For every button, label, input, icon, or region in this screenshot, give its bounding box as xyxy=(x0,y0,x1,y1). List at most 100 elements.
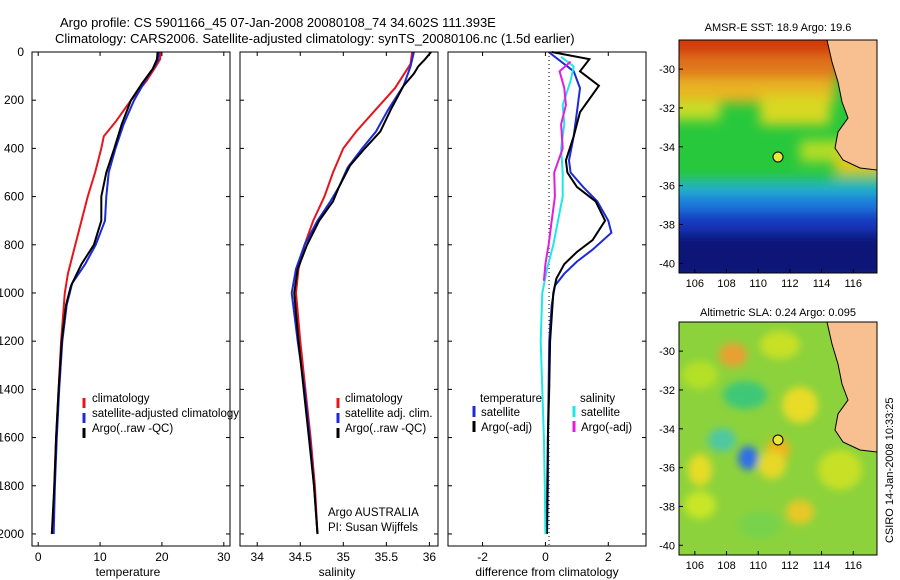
depth-tick-label: 1400 xyxy=(0,382,24,396)
legend-climatology: climatology xyxy=(92,393,150,405)
sla-map-title: Altimetric SLA: 0.24 Argo: 0.095 xyxy=(700,307,856,319)
sst-map-frame xyxy=(678,39,878,274)
map-x-tick-label: 116 xyxy=(844,278,862,290)
map-y-tick-label: -32 xyxy=(659,385,675,397)
salinity-panel: 34 34.5 35 35.5 36 salinity climatology sate… xyxy=(239,51,439,579)
map-y-tick-label: -36 xyxy=(659,181,675,193)
x-tick-label: 0 xyxy=(542,550,549,564)
salinity-legend: climatology satellite adj. clim. Argo(..… xyxy=(336,393,433,438)
depth-tick-label: 1800 xyxy=(0,479,24,493)
x-tick-label: 0 xyxy=(35,550,42,564)
map-y-tick-label: -32 xyxy=(659,103,675,115)
temperature-lines xyxy=(50,51,162,535)
map-y-tick-label: -40 xyxy=(659,540,675,552)
legend-header-temperature: temperature xyxy=(480,393,542,405)
map-y-tick-label: -30 xyxy=(659,64,675,76)
depth-tick-label: 800 xyxy=(4,238,24,252)
depth-tick-label: 0 xyxy=(17,45,24,59)
legend-sal-climatology: climatology xyxy=(345,393,403,405)
sst-field xyxy=(679,40,877,273)
sla-ticks: 106 108 110 112 114 116 -30 -32 -34 -36 -38 -40 xyxy=(659,346,862,572)
map-y-tick-label: -34 xyxy=(659,424,675,436)
depth-tick-label: 1600 xyxy=(0,431,24,445)
sst-argo-marker xyxy=(772,151,784,163)
argo-australia-label: Argo AUSTRALIA xyxy=(328,507,419,519)
map-x-tick-label: 106 xyxy=(686,278,704,290)
x-tick-label: 20 xyxy=(155,550,169,564)
temperature-panel: 0 10 20 30 0 200 400 600 800 1000 1200 1400 1600 180… xyxy=(0,45,239,579)
map-x-tick-label: 106 xyxy=(686,560,704,572)
header-line-2: Climatology: CARS2006. Satellite-adjuste… xyxy=(55,31,575,46)
map-x-tick-label: 110 xyxy=(749,278,767,290)
legend-temp-argo: Argo(-adj) xyxy=(481,422,532,434)
legend-temp-satellite: satellite xyxy=(481,407,520,419)
x-tick-label: 2 xyxy=(605,550,612,564)
map-x-tick-label: 112 xyxy=(781,560,799,572)
map-x-tick-label: 108 xyxy=(717,560,735,572)
map-x-tick-label: 110 xyxy=(749,560,767,572)
x-tick-label: 36 xyxy=(423,550,437,564)
x-tick-label: 34 xyxy=(251,550,265,564)
x-tick-label: 30 xyxy=(217,550,231,564)
map-y-tick-label: -34 xyxy=(659,142,675,154)
map-y-tick-label: -38 xyxy=(659,501,675,513)
sst-land xyxy=(826,40,877,171)
map-y-tick-label: -30 xyxy=(659,346,675,358)
legend-header-salinity: salinity xyxy=(580,393,615,405)
series-line-p3-0 xyxy=(546,51,613,535)
difference-legend: temperature salinity satellite Argo(-adj… xyxy=(472,393,632,434)
map-x-tick-label: 112 xyxy=(781,278,799,290)
x-tick-label: 35 xyxy=(337,550,351,564)
sla-map: Altimetric SLA: 0.24 Argo: 0.095 xyxy=(659,307,878,572)
sst-map: AMSR-E SST: 18.9 Argo: 19.6 106 108 110 112… xyxy=(659,22,878,290)
series-line-p2-0 xyxy=(294,51,414,535)
temperature-ticks: 0 10 20 30 xyxy=(32,51,231,564)
sst-map-title: AMSR-E SST: 18.9 Argo: 19.6 xyxy=(705,22,852,34)
sst-ticks: 106 108 110 112 114 116 -30 -32 -34 -36 -38 -40 xyxy=(659,64,862,290)
series-line-p3-1 xyxy=(546,51,607,535)
temperature-legend: climatology satellite-adjusted climatolo… xyxy=(82,393,239,438)
map-x-tick-label: 108 xyxy=(717,278,735,290)
x-tick-label: -2 xyxy=(477,550,488,564)
depth-tick-label: 1200 xyxy=(0,334,24,348)
sla-argo-marker xyxy=(772,434,784,446)
series-line-p1-2 xyxy=(50,51,159,535)
legend-sal-argo-diff: Argo(-adj) xyxy=(581,422,632,434)
map-x-tick-label: 114 xyxy=(813,560,831,572)
depth-tick-label: 1000 xyxy=(0,286,24,300)
x-tick-label: 10 xyxy=(93,550,107,564)
header-line-1: Argo profile: CS 5901166_45 07-Jan-2008 … xyxy=(60,15,496,30)
difference-xlabel: difference from climatology xyxy=(475,565,618,579)
temperature-xlabel: temperature xyxy=(96,565,161,579)
series-line-p2-1 xyxy=(290,51,415,535)
map-y-tick-label: -36 xyxy=(659,463,675,475)
depth-tick-label: 600 xyxy=(4,190,24,204)
difference-panel: -2 0 2 difference from climatology tempera… xyxy=(447,51,647,579)
legend-sal-satellite: satellite adj. clim. xyxy=(345,408,433,420)
difference-lines xyxy=(539,51,613,535)
depth-tick-label: 200 xyxy=(4,93,24,107)
legend-argo-raw: Argo(..raw -QC) xyxy=(92,423,173,435)
x-tick-label: 35.5 xyxy=(375,550,399,564)
x-tick-label: 34.5 xyxy=(289,550,313,564)
legend-satellite-adjusted: satellite-adjusted climatology xyxy=(92,408,239,420)
difference-ticks: -2 0 2 xyxy=(448,51,646,564)
legend-sal-satellite-diff: satellite xyxy=(581,407,620,419)
series-line-p3-3 xyxy=(542,60,572,281)
depth-ticks: 0 200 400 600 800 1000 1200 1400 1600 1800 2000 xyxy=(0,45,24,541)
series-line-p3-2 xyxy=(539,56,575,535)
map-y-tick-label: -38 xyxy=(659,219,675,231)
salinity-ticks: 34 34.5 35 35.5 36 xyxy=(240,51,438,564)
sla-map-frame xyxy=(678,321,878,556)
map-x-tick-label: 114 xyxy=(813,278,831,290)
sla-land xyxy=(826,322,877,453)
pi-label: PI: Susan Wijffels xyxy=(328,522,418,534)
depth-tick-label: 2000 xyxy=(0,527,24,541)
salinity-xlabel: salinity xyxy=(319,565,356,579)
series-line-p2-2 xyxy=(293,51,432,535)
temperature-axes-frame xyxy=(31,51,231,547)
difference-axes-frame xyxy=(447,51,647,547)
depth-tick-label: 400 xyxy=(4,141,24,155)
salinity-axes-frame xyxy=(239,51,439,547)
